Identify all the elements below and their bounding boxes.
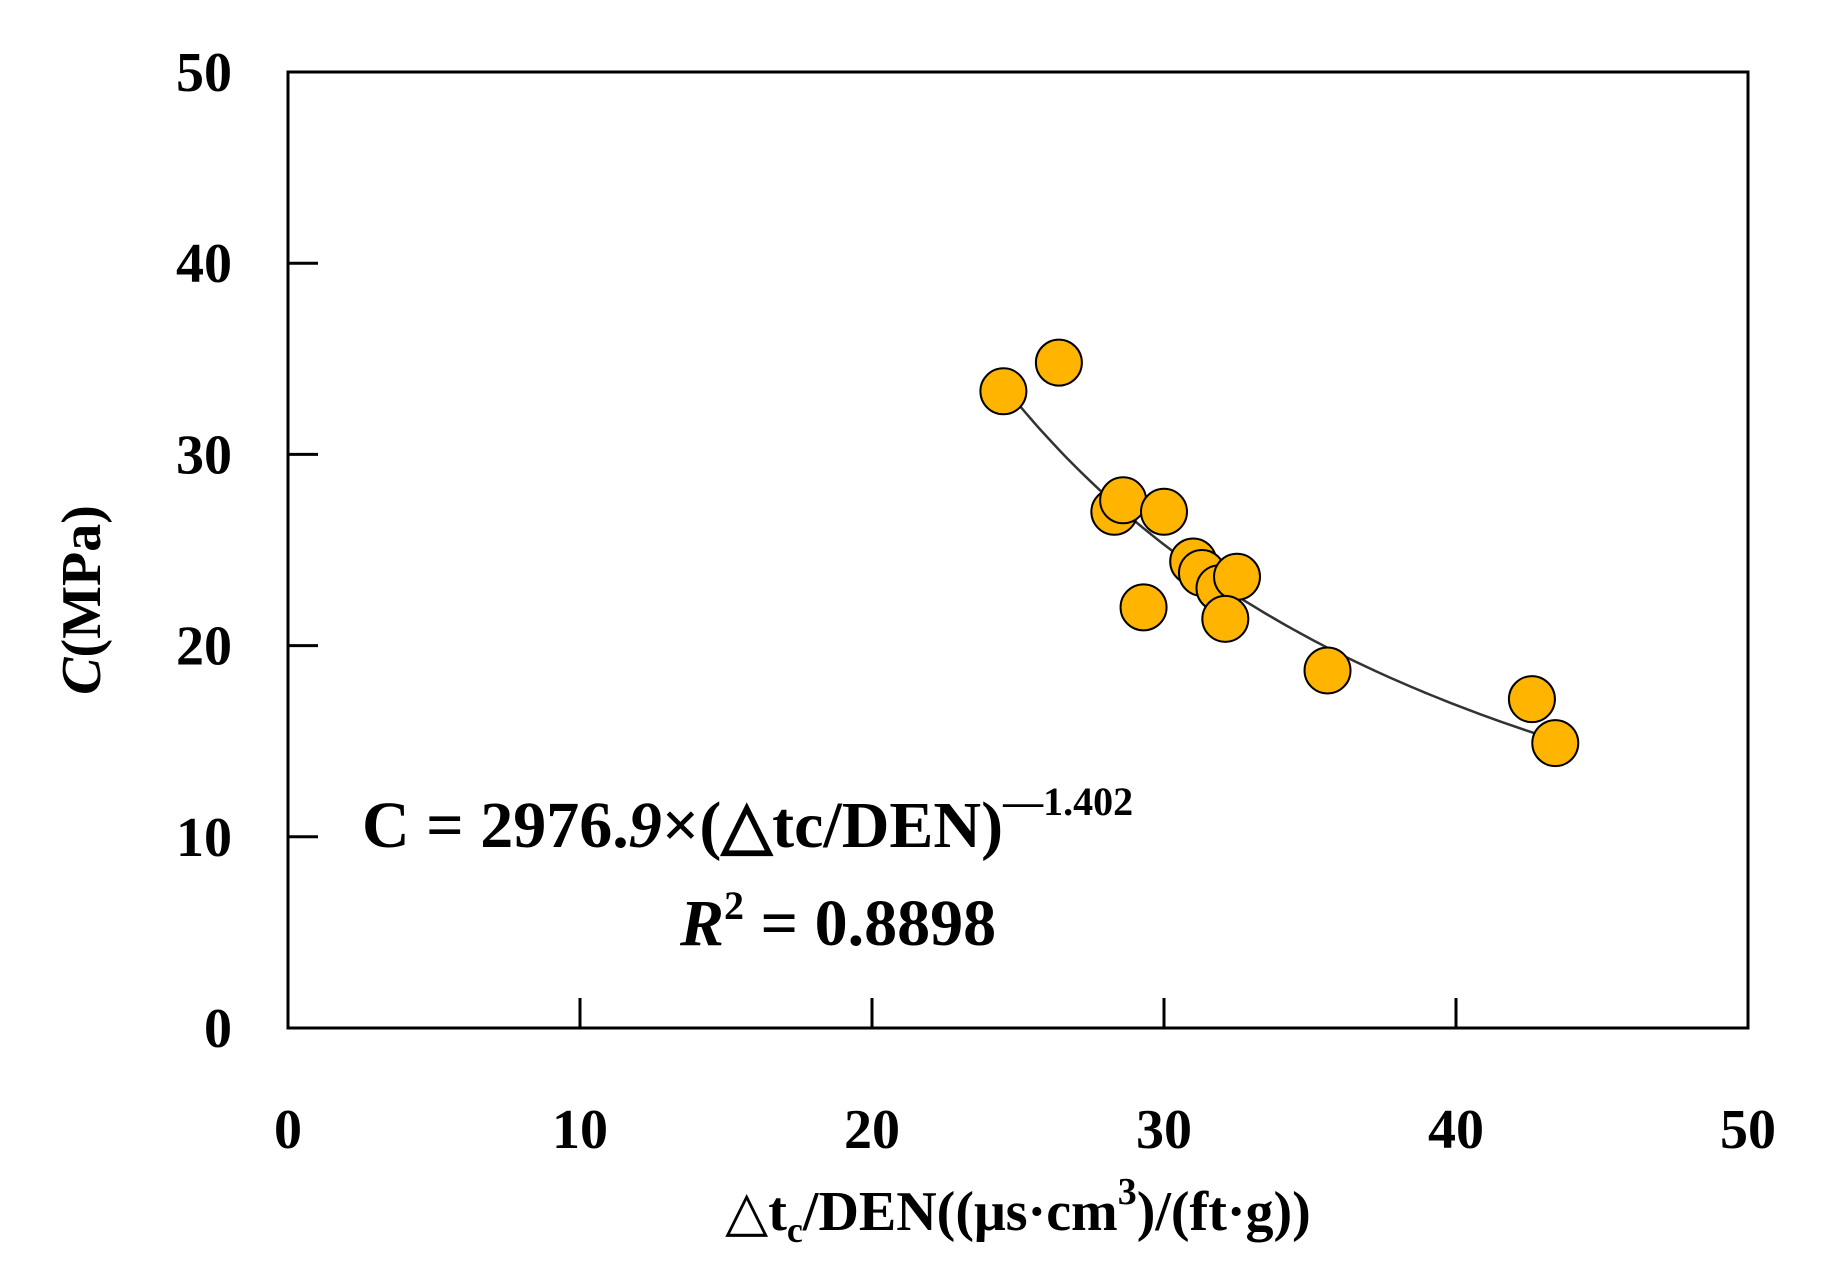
data-point: [1213, 552, 1261, 601]
x-axis-title: △tc/DEN((μs·cm3)/(ft·g)): [725, 1171, 1311, 1250]
data-point: [1201, 594, 1250, 643]
data-point: [1034, 338, 1083, 387]
tick-marks: [288, 261, 1458, 1028]
r2-annotation: R2 = 0.8898: [679, 883, 996, 960]
data-points: [979, 338, 1580, 768]
data-point: [1507, 675, 1556, 724]
data-point: [1531, 719, 1580, 768]
plot-frame: [286, 70, 1750, 1030]
x-tick-label: 20: [844, 1099, 900, 1161]
y-tick-label: 50: [176, 42, 232, 104]
data-point: [1099, 476, 1148, 525]
y-axis-title: C(MPa): [51, 505, 113, 695]
y-tick-label: 40: [176, 233, 232, 295]
fit-curve: [1002, 385, 1556, 742]
y-tick-label: 10: [176, 807, 232, 869]
data-point: [1140, 487, 1188, 536]
tick-labels: 0 10 20 30 40 50 0 10 20 30 40 50: [176, 42, 1776, 1161]
y-tick-label: 20: [176, 616, 232, 678]
equation-annotation: C = 2976.9×(△tc/DEN)—1.402: [362, 779, 1133, 862]
data-point: [1119, 583, 1168, 632]
data-point: [1303, 646, 1352, 695]
x-tick-label: 50: [1720, 1099, 1776, 1161]
x-tick-label: 10: [552, 1099, 608, 1161]
x-tick-label: 40: [1428, 1099, 1484, 1161]
data-point: [979, 367, 1028, 416]
y-tick-label: 0: [204, 998, 232, 1060]
x-tick-label: 30: [1136, 1099, 1192, 1161]
x-tick-label: 0: [274, 1099, 302, 1161]
y-tick-label: 30: [176, 424, 232, 486]
